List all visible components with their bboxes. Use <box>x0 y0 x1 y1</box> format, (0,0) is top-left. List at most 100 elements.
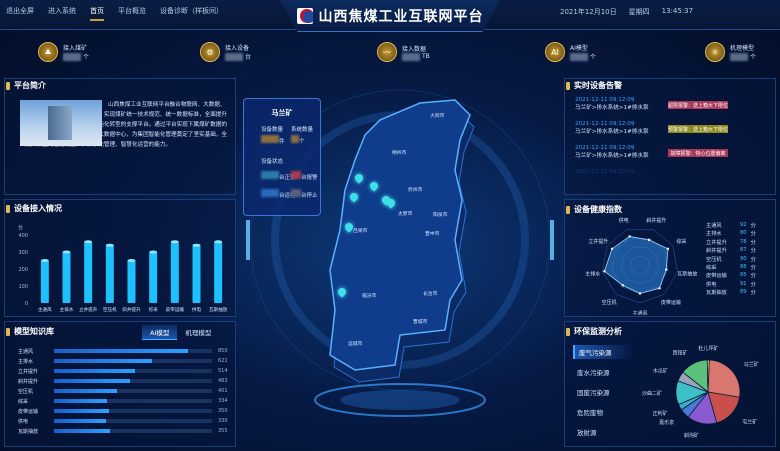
env-source-item[interactable]: 废气污染源 <box>573 345 633 359</box>
health-panel <box>564 199 776 317</box>
score-unit: 分 <box>750 281 756 288</box>
alarm-path: 马兰矿>排水系统>1#排水泵 <box>575 153 649 159</box>
bar-cap <box>170 240 179 244</box>
radar-axis-label: 瓦斯抽放 <box>677 270 697 277</box>
building-image <box>20 100 102 146</box>
radar-point <box>628 235 631 238</box>
model-bar-track <box>54 389 212 393</box>
tab-mechanism-model[interactable]: 机理模型 <box>185 329 212 337</box>
status-label: 设备状态 <box>261 159 284 165</box>
radar-axis-label: 主通风 <box>632 310 647 315</box>
x-tick: 主排水 <box>60 306 74 313</box>
radar-point <box>647 238 651 242</box>
bar-cap <box>40 259 49 262</box>
y-tick: 400 <box>18 233 28 239</box>
datetime: 2021年12月10日 星期四 13:45:37 <box>560 7 693 17</box>
date: 2021年12月10日 <box>560 8 617 16</box>
city-label: 阳泉市 <box>433 213 448 218</box>
model-name: 综采 <box>18 398 29 405</box>
model-name: 供电 <box>18 418 29 425</box>
health-item-name: 瓦斯抽放 <box>706 290 727 297</box>
health-score-list: 主通风 92 分主排水 80 分立井提升 78 分斜井提升 87 分空压机 90 分综采 88 分皮带运… <box>706 222 756 296</box>
bar <box>84 241 93 303</box>
stat-mechanism-models: ⚛ 机理模型个 <box>705 42 756 62</box>
env-source-item[interactable]: 废水污染源 <box>577 369 610 377</box>
pie-label: 正利矿 <box>652 410 667 417</box>
bar <box>149 252 158 303</box>
health-score: 92 <box>740 222 747 228</box>
radar-axis-label: 综采 <box>677 238 687 245</box>
model-name: 皮带运输 <box>18 408 39 415</box>
access-title-text: 设备接入情况 <box>14 204 62 213</box>
alarm-item[interactable]: 2021-12-11 09:12:09 马兰矿>排水系统>1#排水泵 <box>575 145 649 159</box>
model-list: 主通风 850 主排水 621 立井提升 514 斜井提升 483 空压机 401 综采 334 皮带运… <box>18 346 228 436</box>
env-source-item[interactable]: 固废污染源 <box>577 389 610 397</box>
model-bar-track <box>54 399 212 403</box>
radar-point <box>603 270 606 273</box>
model-value: 355 <box>218 428 228 434</box>
stat-unit: 个 <box>750 54 757 61</box>
model-bar-track <box>54 369 212 373</box>
env-source-item[interactable]: 放射源 <box>577 429 597 437</box>
model-value: 514 <box>218 368 228 374</box>
model-name: 主排水 <box>18 358 34 365</box>
title-banner: 山西焦煤工业互联网平台 <box>280 0 500 32</box>
y-unit-label: 台 <box>18 224 23 231</box>
model-name: 瓦斯抽放 <box>18 428 39 435</box>
alarm-title: 实时设备告警 <box>566 80 622 91</box>
health-score: 90 <box>740 255 747 262</box>
nav-exit-fullscreen[interactable]: 退出全屏 <box>6 7 34 15</box>
model-row: 皮带运输 350 <box>18 406 228 416</box>
nav-enter-system[interactable]: 进入系统 <box>48 7 76 15</box>
system-count-label: 系统数量 <box>291 127 314 133</box>
env-panel <box>564 321 776 447</box>
model-name: 斜井提升 <box>18 378 39 385</box>
health-item-name: 皮带运输 <box>706 273 727 280</box>
health-score-row: 立井提升 78 分 <box>706 239 756 246</box>
stat-data: 〰接入数据 TB <box>377 42 430 62</box>
city-label: 运城市 <box>348 342 363 347</box>
model-row: 主排水 621 <box>18 356 228 366</box>
radar-series <box>603 236 669 294</box>
alarm-item[interactable]: 2021-12-11 09:12:09 马兰矿>排水系统>1#排水泵 <box>575 121 649 135</box>
bar-cap <box>192 243 201 247</box>
score-unit: 分 <box>750 290 756 297</box>
pie-slice[interactable] <box>707 359 741 398</box>
y-tick: 0 <box>25 301 28 307</box>
brand-logo-icon <box>296 7 313 24</box>
bar-cap <box>105 243 114 247</box>
health-title-text: 设备健康指数 <box>574 205 622 214</box>
radar-point <box>638 292 642 295</box>
score-unit: 分 <box>750 256 756 263</box>
bar <box>40 260 49 303</box>
city-label: 临汾市 <box>362 294 377 299</box>
tab-ai-model[interactable]: AI模型 <box>142 325 178 340</box>
model-row: 综采 334 <box>18 396 228 406</box>
pie-label: 木瓜矿 <box>653 367 668 374</box>
pie-slice[interactable] <box>706 359 710 393</box>
x-tick: 皮带运输 <box>166 306 185 313</box>
health-score-row: 瓦斯抽放 89 分 <box>706 289 756 296</box>
radar-point <box>621 284 625 287</box>
radar-axis-label: 立井提升 <box>588 238 608 245</box>
nav-diagnosis[interactable]: 设备诊断（样板间） <box>160 7 223 15</box>
alarm-item[interactable]: 2021-12-11 09:12:09 马兰矿>排水系统>1#排水泵 <box>575 97 649 111</box>
alarm-title-text: 实时设备告警 <box>574 81 622 90</box>
stat-unit: TB <box>422 53 430 60</box>
bar-cap <box>62 250 71 254</box>
env-source-item[interactable]: 危险废物 <box>577 409 603 417</box>
device-unit: 件 <box>279 139 285 145</box>
nav-home[interactable]: 首页 <box>90 6 104 21</box>
nav-overview[interactable]: 平台概览 <box>118 7 146 15</box>
radar-point <box>610 247 614 251</box>
page-title: 山西焦煤工业互联网平台 <box>318 8 484 25</box>
model-row: 空压机 401 <box>18 386 228 396</box>
score-unit: 分 <box>750 264 756 271</box>
health-score-row: 供电 91 分 <box>706 281 756 288</box>
score-unit: 分 <box>750 231 756 238</box>
city-label: 太原市 <box>398 212 413 217</box>
city-label: 晋中市 <box>425 232 440 237</box>
bar-cap <box>149 250 158 254</box>
score-unit: 分 <box>750 273 756 280</box>
state-running: 台运行 <box>279 193 296 199</box>
